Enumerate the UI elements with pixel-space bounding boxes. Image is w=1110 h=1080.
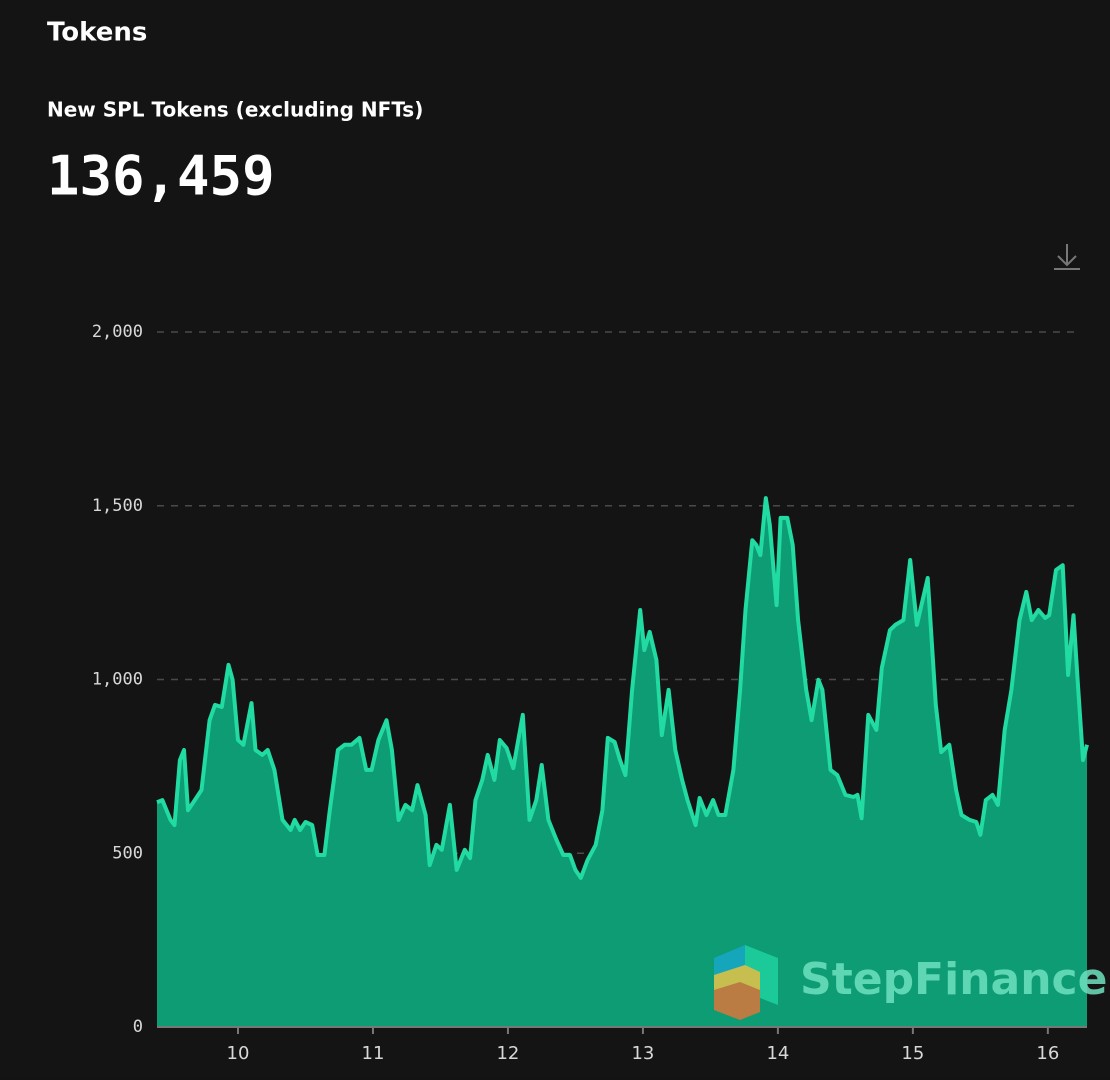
headline-value: 136,459 [47, 145, 275, 208]
chart-title: New SPL Tokens (excluding NFTs) [47, 98, 423, 122]
download-icon[interactable] [1054, 244, 1080, 270]
x-tick-label: 12 [496, 1043, 519, 1064]
x-tick-label: 16 [1036, 1043, 1059, 1064]
x-tick-label: 10 [227, 1043, 250, 1064]
y-tick-label: 0 [133, 1017, 143, 1037]
logo-shape [714, 982, 760, 1020]
y-tick-label: 500 [112, 843, 143, 863]
x-tick-label: 13 [631, 1043, 654, 1064]
x-tick-label: 11 [362, 1043, 385, 1064]
plot-area: 0 500 1,000 1,500 2,000 10 11 12 13 14 15 16 [92, 322, 1089, 1064]
section-title: Tokens [47, 18, 147, 48]
y-tick-label: 1,000 [92, 670, 143, 690]
download-button[interactable] [1054, 244, 1080, 270]
area [157, 498, 1087, 1028]
y-tick-label: 2,000 [92, 322, 143, 342]
watermark: StepFinance [800, 954, 1107, 1005]
x-tick-label: 15 [901, 1043, 924, 1064]
line [156, 496, 1089, 880]
y-tick-label: 1,500 [92, 496, 143, 516]
watermark-logo [714, 945, 778, 1020]
x-tick-label: 14 [766, 1043, 789, 1064]
